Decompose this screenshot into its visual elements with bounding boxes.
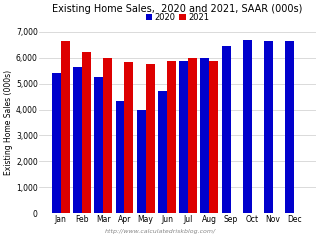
Y-axis label: Existing Home Sales (000s): Existing Home Sales (000s) <box>4 70 13 175</box>
Bar <box>179 61 188 213</box>
Bar <box>264 42 273 213</box>
Bar <box>158 91 167 213</box>
Text: http://www.calculatedriskblog.com/: http://www.calculatedriskblog.com/ <box>104 229 216 234</box>
Bar <box>137 110 146 213</box>
Bar <box>94 77 103 213</box>
Bar <box>188 58 197 213</box>
Bar <box>103 58 112 213</box>
Bar <box>200 58 209 213</box>
Bar <box>116 101 124 213</box>
Bar <box>52 73 61 213</box>
Bar <box>209 61 218 213</box>
Bar <box>146 64 155 213</box>
Legend: 2020, 2021: 2020, 2021 <box>145 12 210 23</box>
Bar <box>82 52 91 213</box>
Bar <box>167 61 176 213</box>
Bar <box>124 62 133 213</box>
Bar <box>73 67 82 213</box>
Bar <box>222 46 231 213</box>
Bar <box>285 42 294 213</box>
Bar <box>61 41 70 213</box>
Bar <box>243 40 252 213</box>
Title: Existing Home Sales,  2020 and 2021, SAAR (000s): Existing Home Sales, 2020 and 2021, SAAR… <box>52 4 303 14</box>
